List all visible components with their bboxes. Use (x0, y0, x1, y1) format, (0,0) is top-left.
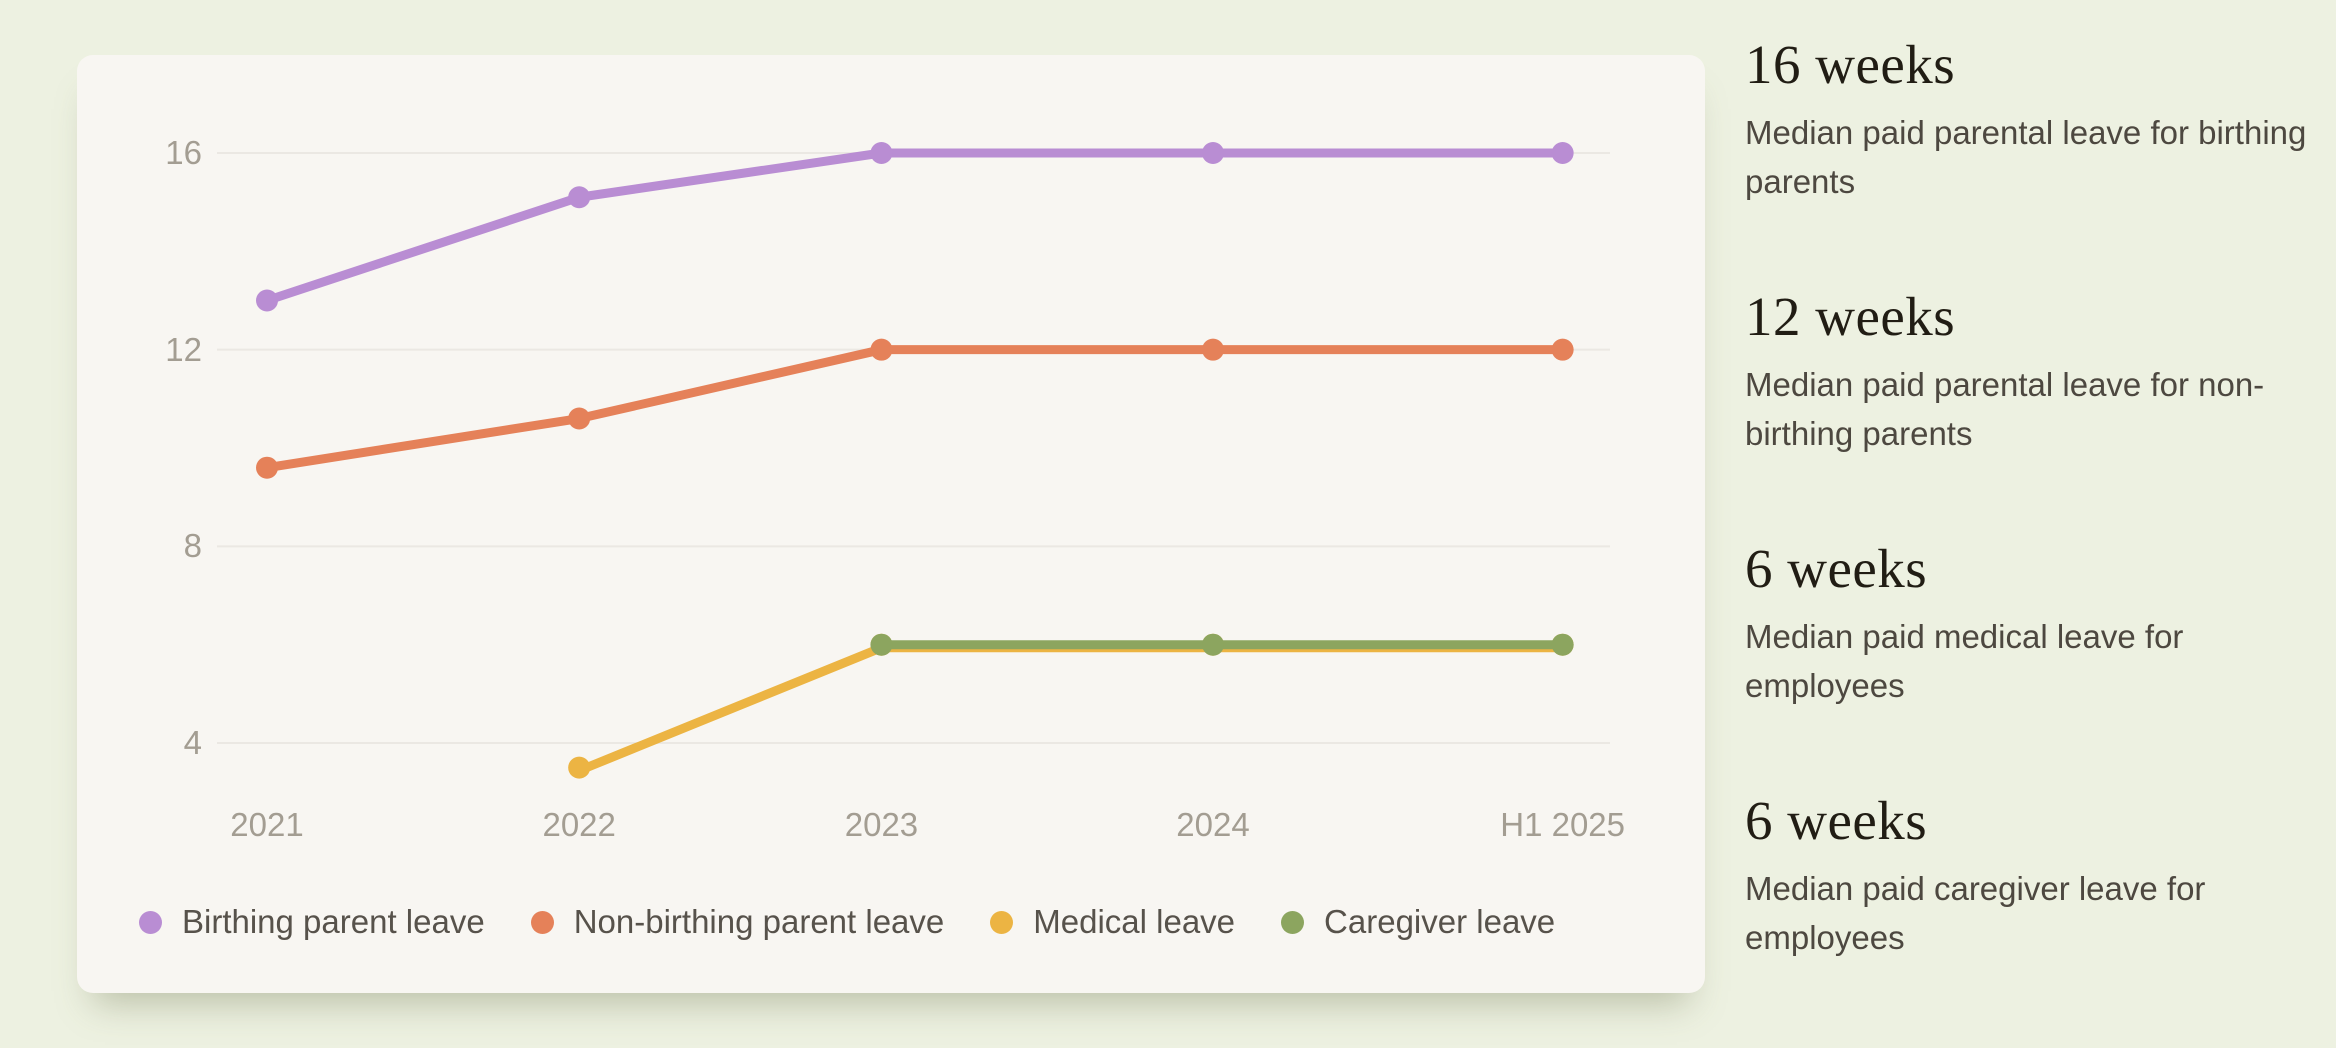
data-point[interactable] (870, 142, 893, 164)
stat-block-birthing-parents: 16 weeks Median paid parental leave for … (1745, 34, 2320, 206)
legend-label: Birthing parent leave (182, 903, 485, 940)
stat-block-caregiver-leave: 6 weeks Median paid caregiver leave for … (1745, 790, 2320, 962)
data-point[interactable] (1201, 338, 1224, 361)
legend-item-caregiver-leave[interactable]: Caregiver leave (1281, 903, 1555, 941)
data-point[interactable] (256, 289, 279, 312)
chart-card: 16 12 8 4 2021 2022 2023 2024 H1 2025 Bi… (77, 55, 1705, 993)
legend-dot-icon (530, 910, 554, 934)
x-tick-label: 2021 (230, 806, 304, 843)
x-tick-label: 2023 (844, 806, 919, 843)
data-point[interactable] (568, 407, 591, 430)
stat-description: Median paid medical leave for employees (1745, 618, 2184, 704)
leave-trend-chart (217, 142, 1610, 779)
stat-value: 16 weeks (1745, 34, 1956, 95)
data-point[interactable] (568, 756, 591, 779)
data-point[interactable] (256, 456, 279, 479)
stats-panel: 16 weeks Median paid parental leave for … (1745, 34, 2320, 1042)
legend-dot-icon (1281, 910, 1305, 934)
data-point[interactable] (870, 633, 893, 656)
data-point[interactable] (1551, 633, 1574, 656)
data-point[interactable] (1551, 338, 1574, 361)
series-line (262, 345, 1568, 473)
x-tick-label: H1 2025 (1500, 806, 1626, 843)
data-point[interactable] (870, 338, 893, 361)
x-tick-label: 2024 (1176, 806, 1250, 843)
y-tick-label: 8 (183, 527, 202, 565)
y-tick-label: 16 (165, 134, 202, 171)
legend-label: Non-birthing parent leave (573, 903, 945, 940)
data-point[interactable] (1551, 142, 1574, 164)
stat-value: 6 weeks (1745, 538, 1928, 599)
legend-dot-icon (990, 910, 1014, 934)
data-point[interactable] (1201, 142, 1224, 164)
legend-label: Caregiver leave (1324, 903, 1556, 940)
stat-block-medical-leave: 6 weeks Median paid medical leave for em… (1745, 538, 2320, 710)
data-point[interactable] (568, 186, 591, 209)
legend-label: Medical leave (1033, 903, 1236, 940)
legend-item-medical-leave[interactable]: Medical leave (990, 903, 1235, 941)
series-line (262, 148, 1568, 306)
y-tick-label: 12 (165, 330, 202, 368)
legend-item-birthing-parent-leave[interactable]: Birthing parent leave (139, 903, 485, 941)
stat-value: 6 weeks (1745, 790, 1928, 851)
stat-block-non-birthing-parents: 12 weeks Median paid parental leave for … (1745, 286, 2320, 458)
chart-legend: Birthing parent leave Non-birthing paren… (139, 899, 1555, 945)
data-point[interactable] (1201, 633, 1224, 656)
stat-description: Median paid parental leave for birthing … (1745, 114, 2307, 200)
legend-item-non-birthing-parent-leave[interactable]: Non-birthing parent leave (530, 903, 945, 941)
x-tick-label: 2022 (542, 806, 616, 843)
series-line (574, 643, 1568, 776)
legend-dot-icon (139, 910, 162, 934)
stat-description: Median paid caregiver leave for employee… (1745, 870, 2206, 956)
stat-description: Median paid parental leave for non-birth… (1745, 366, 2265, 452)
stat-value: 12 weeks (1745, 286, 1956, 347)
y-tick-label: 4 (183, 724, 202, 762)
